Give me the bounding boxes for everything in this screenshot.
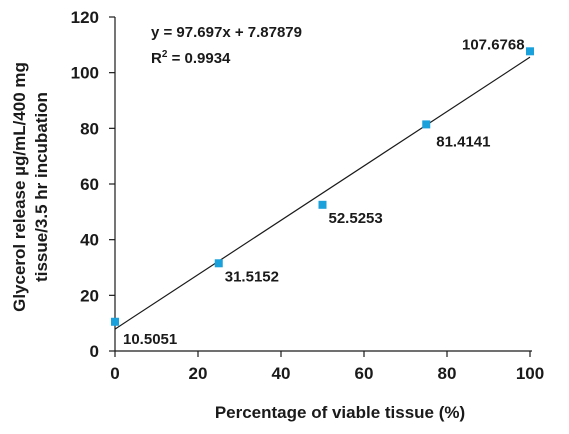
r-squared-prefix: R bbox=[151, 50, 162, 67]
r-squared-value: = 0.9934 bbox=[167, 50, 231, 67]
x-tick-label: 80 bbox=[438, 364, 457, 383]
data-points: 10.5051 31.5152 52.5253 81.4141 107.6768 bbox=[111, 36, 534, 348]
data-point bbox=[526, 47, 534, 56]
x-tick-label: 20 bbox=[189, 364, 208, 383]
y-tick-label: 60 bbox=[80, 175, 99, 194]
y-tick-label: 100 bbox=[71, 64, 99, 83]
data-point bbox=[111, 317, 119, 326]
data-point bbox=[318, 200, 327, 209]
x-axis-title: Percentage of viable tissue (%) bbox=[215, 403, 465, 422]
x-tick-label: 100 bbox=[516, 364, 544, 383]
x-tick-label: 0 bbox=[110, 364, 119, 383]
x-tick-label: 60 bbox=[355, 364, 374, 383]
y-tick-label: 0 bbox=[90, 342, 99, 361]
axes bbox=[114, 17, 532, 352]
y-tick-label: 120 bbox=[71, 8, 99, 27]
x-tick-label: 40 bbox=[272, 364, 291, 383]
trendline-equation: y = 97.697x + 7.87879 bbox=[151, 24, 302, 41]
y-axis-title-line-1: Glycerol release µg/mL/400 mg bbox=[10, 62, 29, 312]
data-label: 10.5051 bbox=[123, 331, 177, 348]
data-label: 81.4141 bbox=[436, 133, 490, 150]
y-tick-label: 40 bbox=[80, 231, 99, 250]
data-label: 107.6768 bbox=[462, 36, 525, 53]
y-tick-label: 20 bbox=[80, 286, 99, 305]
y-axis-title-line-2: tissue/3.5 hr incubation bbox=[32, 92, 51, 282]
trend-line bbox=[114, 56, 531, 330]
data-label: 31.5152 bbox=[225, 268, 279, 285]
r-squared-superscript: 2 bbox=[162, 49, 168, 60]
data-point bbox=[422, 120, 431, 129]
y-axis-ticks: 0 20 40 60 80 100 120 bbox=[71, 8, 115, 361]
y-tick-label: 80 bbox=[80, 119, 99, 138]
data-label: 52.5253 bbox=[329, 210, 383, 227]
r-squared-annotation: R2 = 0.9934 bbox=[151, 49, 231, 67]
data-point bbox=[214, 259, 223, 268]
x-axis-ticks: 0 20 40 60 80 100 bbox=[110, 351, 544, 383]
